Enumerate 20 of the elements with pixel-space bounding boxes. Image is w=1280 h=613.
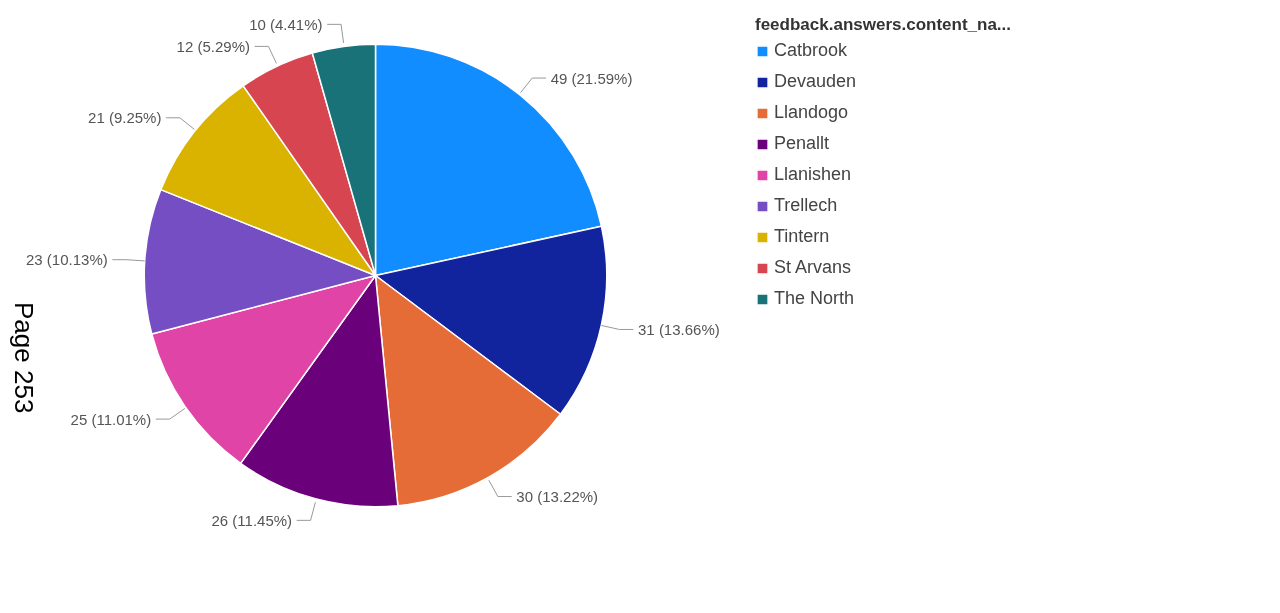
data-label: 21 (9.25%): [88, 109, 162, 127]
legend-label: St Arvans: [774, 257, 852, 278]
data-label: 30 (13.22%): [516, 488, 599, 506]
legend-label: Catbrook: [774, 40, 848, 61]
legend-label: Llandogo: [774, 102, 849, 123]
legend-label: Tintern: [774, 226, 830, 247]
legend-label: Penallt: [774, 133, 830, 154]
data-label: 23 (10.13%): [26, 251, 108, 269]
data-label: 10 (4.41%): [249, 15, 323, 33]
text: Page 253: [9, 302, 39, 414]
data-label: 12 (5.29%): [176, 37, 250, 55]
data-label: 25 (11.01%): [70, 410, 152, 428]
legend-title: feedback.answers.content_na...: [755, 15, 1012, 35]
legend-label: Trellech: [774, 195, 838, 216]
legend-label: Llanishen: [774, 164, 852, 185]
data-label: 31 (13.66%): [638, 320, 720, 338]
data-label: 26 (11.45%): [211, 511, 293, 529]
data-label: 49 (21.59%): [550, 69, 633, 87]
legend-label: The North: [774, 288, 855, 309]
legend-label: Devauden: [774, 71, 857, 92]
